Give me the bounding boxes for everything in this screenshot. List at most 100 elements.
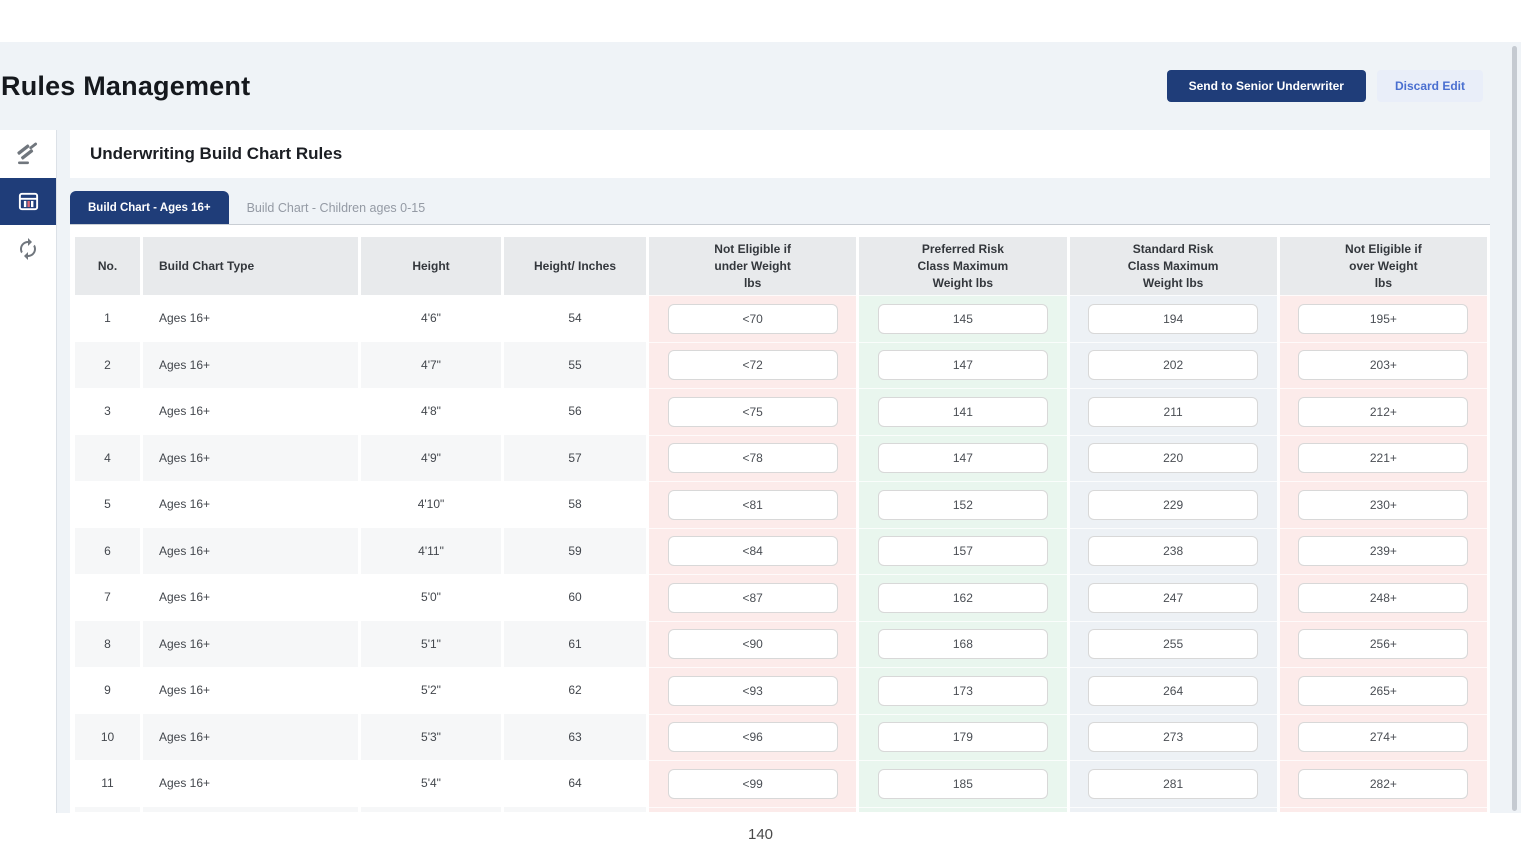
standard-weight-input[interactable]: [1088, 768, 1259, 799]
height-cell: 5'2": [361, 667, 501, 714]
sidebar-item-rules[interactable]: [0, 130, 56, 178]
row-number-cell: 2: [75, 341, 140, 388]
row-number-cell: 1: [75, 295, 140, 342]
preferred-weight-input[interactable]: [877, 768, 1048, 799]
not-eligible-under-cell: [649, 574, 857, 621]
standard-risk-cell: [1069, 620, 1277, 667]
column-header-build-chart-type: Build Chart Type: [143, 237, 358, 295]
under-weight-input[interactable]: [667, 768, 838, 799]
not-eligible-under-cell: [649, 434, 857, 481]
over-weight-input[interactable]: [1298, 629, 1469, 660]
over-weight-input[interactable]: [1298, 303, 1469, 334]
row-number-cell: 3: [75, 388, 140, 435]
standard-weight-input[interactable]: [1088, 629, 1259, 660]
height-cell: 4'7": [361, 341, 501, 388]
height-inches-cell: 59: [504, 527, 646, 574]
under-weight-input[interactable]: [667, 582, 838, 613]
sidebar-item-build-chart[interactable]: [0, 178, 56, 225]
column-header-standard-risk: Standard Risk Class Maximum Weight lbs: [1069, 237, 1277, 295]
not-eligible-over-cell: [1279, 713, 1487, 760]
standard-weight-input[interactable]: [1088, 350, 1259, 381]
under-weight-input[interactable]: [667, 675, 838, 706]
preferred-weight-input[interactable]: [877, 303, 1048, 334]
height-inches-cell: [504, 806, 646, 812]
standard-weight-input[interactable]: [1088, 489, 1259, 520]
build-chart-type-cell: Ages 16+: [143, 388, 358, 435]
preferred-weight-input[interactable]: [877, 722, 1048, 753]
column-header-height: Height: [361, 237, 501, 295]
over-weight-input[interactable]: [1298, 722, 1469, 753]
height-cell: 4'8": [361, 388, 501, 435]
standard-risk-cell: [1069, 527, 1277, 574]
standard-risk-cell: [1069, 434, 1277, 481]
preferred-weight-input[interactable]: [877, 675, 1048, 706]
sidebar-item-refresh[interactable]: [0, 225, 56, 273]
over-weight-input[interactable]: [1298, 350, 1469, 381]
over-weight-input[interactable]: [1298, 489, 1469, 520]
height-inches-cell: 54: [504, 295, 646, 342]
page-number: 140: [747, 826, 774, 843]
preferred-weight-input[interactable]: [877, 350, 1048, 381]
column-header-preferred-risk: Preferred Risk Class Maximum Weight lbs: [859, 237, 1067, 295]
preferred-weight-input[interactable]: [877, 536, 1048, 567]
standard-weight-input[interactable]: [1088, 582, 1259, 613]
build-chart-type-cell: Ages 16+: [143, 760, 358, 807]
under-weight-input[interactable]: [667, 396, 838, 427]
over-weight-input[interactable]: [1298, 396, 1469, 427]
discard-edit-button[interactable]: Discard Edit: [1376, 70, 1483, 102]
height-inches-cell: 56: [504, 388, 646, 435]
not-eligible-under-cell: [649, 806, 857, 812]
height-cell: 5'3": [361, 713, 501, 760]
under-weight-input[interactable]: [667, 303, 838, 334]
under-weight-input[interactable]: [667, 629, 838, 660]
tab-build-chart-ages-16[interactable]: Build Chart - Ages 16+: [70, 191, 229, 224]
row-number-cell: 11: [75, 760, 140, 807]
over-weight-input[interactable]: [1298, 675, 1469, 706]
preferred-weight-input[interactable]: [877, 489, 1048, 520]
under-weight-input[interactable]: [667, 489, 838, 520]
standard-weight-input[interactable]: [1088, 443, 1259, 474]
over-weight-input[interactable]: [1298, 443, 1469, 474]
not-eligible-over-cell: [1279, 481, 1487, 528]
preferred-weight-input[interactable]: [877, 629, 1048, 660]
row-number-cell: 5: [75, 481, 140, 528]
not-eligible-over-cell: [1279, 620, 1487, 667]
build-chart-table: No. Build Chart Type Height Height/ Inch…: [75, 237, 1487, 812]
build-chart-type-cell: Ages 16+: [143, 527, 358, 574]
not-eligible-under-cell: [649, 620, 857, 667]
row-number-cell: 10: [75, 713, 140, 760]
under-weight-input[interactable]: [667, 350, 838, 381]
not-eligible-over-cell: [1279, 527, 1487, 574]
standard-risk-cell: [1069, 388, 1277, 435]
sidebar: [0, 130, 57, 813]
page-header: Rules Management Send to Senior Underwri…: [0, 42, 1521, 130]
build-chart-type-cell: [143, 806, 358, 812]
standard-risk-cell: [1069, 574, 1277, 621]
over-weight-input[interactable]: [1298, 536, 1469, 567]
over-weight-input[interactable]: [1298, 768, 1469, 799]
vertical-scrollbar[interactable]: [1512, 46, 1517, 811]
build-chart-type-cell: Ages 16+: [143, 481, 358, 528]
header-actions: Send to Senior Underwriter Discard Edit: [1166, 70, 1483, 102]
tab-build-chart-children[interactable]: Build Chart - Children ages 0-15: [246, 200, 426, 215]
under-weight-input[interactable]: [667, 536, 838, 567]
not-eligible-over-cell: [1279, 574, 1487, 621]
under-weight-input[interactable]: [667, 443, 838, 474]
under-weight-input[interactable]: [667, 722, 838, 753]
standard-weight-input[interactable]: [1088, 536, 1259, 567]
preferred-risk-cell: [859, 388, 1067, 435]
not-eligible-under-cell: [649, 527, 857, 574]
standard-weight-input[interactable]: [1088, 675, 1259, 706]
standard-weight-input[interactable]: [1088, 722, 1259, 753]
over-weight-input[interactable]: [1298, 582, 1469, 613]
preferred-weight-input[interactable]: [877, 443, 1048, 474]
preferred-weight-input[interactable]: [877, 396, 1048, 427]
preferred-weight-input[interactable]: [877, 582, 1048, 613]
main-panel: Underwriting Build Chart Rules Build Cha…: [70, 130, 1490, 813]
standard-weight-input[interactable]: [1088, 303, 1259, 334]
standard-weight-input[interactable]: [1088, 396, 1259, 427]
send-to-senior-underwriter-button[interactable]: Send to Senior Underwriter: [1166, 70, 1366, 102]
column-header-no: No.: [75, 237, 140, 295]
not-eligible-over-cell: [1279, 760, 1487, 807]
